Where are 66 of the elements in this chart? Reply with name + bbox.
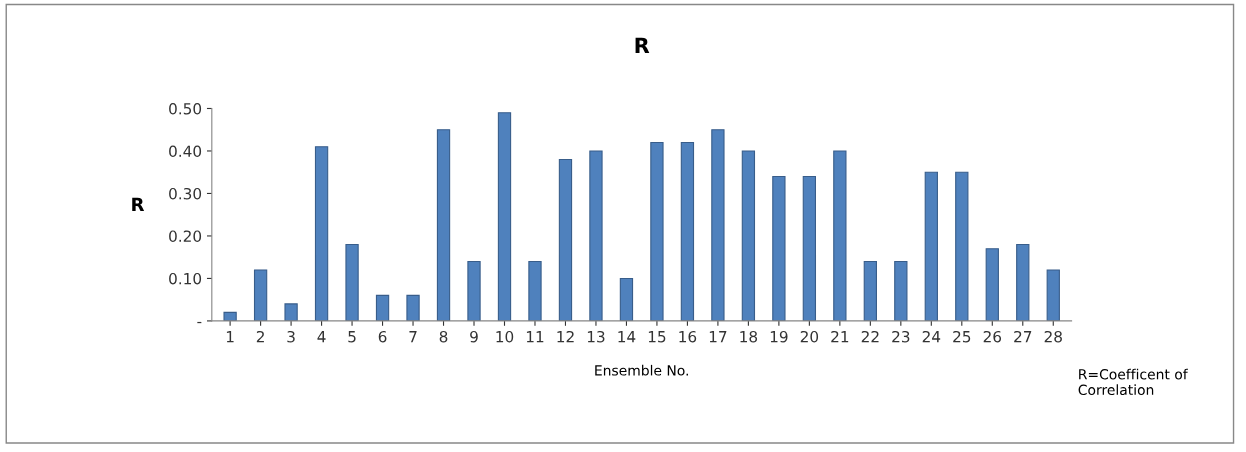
bar [253,269,268,321]
bar [406,294,420,321]
y-axis-title: R [132,197,145,211]
x-tick-label: 8 [439,330,448,343]
bar [711,129,725,321]
bar [772,175,786,321]
bar [833,150,847,321]
x-tick-label: 4 [317,331,326,343]
bar [589,150,603,321]
bar [467,260,481,321]
bar [802,175,817,321]
x-tick-label: 26 [983,330,1002,343]
y-tick-label: 0.40 [169,145,202,157]
bar [650,141,664,321]
bar [955,171,969,321]
x-tick-label: 19 [770,330,788,343]
x-tick-label: 17 [709,331,727,343]
x-tick-label: 28 [1044,330,1062,343]
x-tick-label: 15 [648,331,666,343]
bar [497,112,512,321]
bar [436,129,451,321]
x-tick-label: 23 [892,330,910,343]
x-tick-label: 6 [378,330,387,343]
chart-title: R [635,37,650,53]
bar [985,248,999,321]
bar [223,311,237,321]
bar [314,146,329,321]
bar [1016,243,1030,321]
x-tick-label: 12 [557,330,574,343]
bar [741,150,756,321]
x-tick-label: 7 [409,331,417,343]
bar [345,243,359,321]
x-tick-label: 13 [587,330,605,343]
x-tick-label: 20 [800,330,819,343]
y-tick-label: 0.30 [169,187,202,200]
y-tick-label: 0.20 [169,230,202,242]
x-tick-label: 25 [953,330,971,343]
x-tick-label: 5 [348,331,356,343]
bar [284,303,298,321]
x-tick-label: 14 [618,331,636,343]
x-tick-label: 22 [861,330,879,343]
x-tick-label: 10 [496,330,514,343]
x-tick-label: 1 [226,331,234,343]
x-tick-label: 3 [287,330,295,343]
y-tick-label: - [197,321,202,324]
x-tick-label: 2 [256,330,264,343]
bar [680,141,695,321]
x-tick-label: 16 [679,330,697,343]
x-tick-label: 21 [831,330,849,343]
bar [375,294,390,321]
bar [619,277,634,321]
y-tick-label: 0.50 [169,102,202,115]
x-tick-label: 11 [526,331,544,343]
text: R=Coefficent of Correlation [1078,368,1188,396]
x-tick-label: 9 [470,330,478,343]
bar [924,171,938,321]
y-tick-label: 0.10 [169,272,202,285]
bar [528,260,542,321]
bar [894,260,908,321]
bar [863,260,877,321]
x-tick-label: 27 [1014,330,1032,343]
x-tick-label: 18 [740,330,758,343]
bar [558,158,573,321]
bar [1046,269,1060,321]
x-tick-label: 24 [922,330,941,343]
x-axis-title: Ensemble No. [595,364,688,376]
